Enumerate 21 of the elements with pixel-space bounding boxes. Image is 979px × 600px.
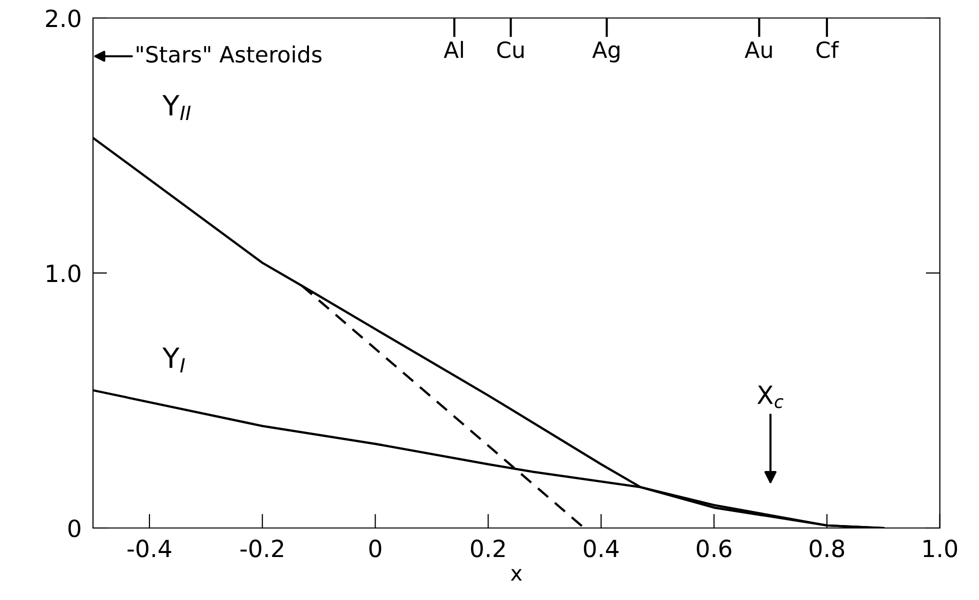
x-axis-title: x xyxy=(510,569,522,581)
y-tick-label: 1.0 xyxy=(46,264,80,282)
annotation: X$_{c}$ xyxy=(757,386,784,408)
x-tick-label: 1.0 xyxy=(924,540,958,558)
x-tick-label: 0.8 xyxy=(810,540,844,558)
text: Y$_{II}$ xyxy=(162,95,191,120)
ref-line-label: Cf xyxy=(816,40,840,58)
y-tick-label: 0 xyxy=(68,519,80,538)
x-tick-label: 0.4 xyxy=(584,540,619,558)
ref-line-label: Au xyxy=(744,42,772,58)
x-tick-label: -0.4 xyxy=(128,540,172,558)
x-tick-label: 0 xyxy=(369,540,382,558)
ref-line-label: Cu xyxy=(497,41,524,58)
series-label: Y$_{I}$ xyxy=(162,348,185,372)
x-tick-label: -0.2 xyxy=(240,540,284,558)
ref-line-label: Ag xyxy=(592,42,620,62)
ref-line-label: Al xyxy=(444,40,463,58)
annotation: "Stars" Asteroids xyxy=(136,45,322,63)
x-tick-label: 0.6 xyxy=(696,540,732,558)
y-tick-label: 2.0 xyxy=(46,9,80,28)
x-tick-label: 0.2 xyxy=(470,540,505,558)
